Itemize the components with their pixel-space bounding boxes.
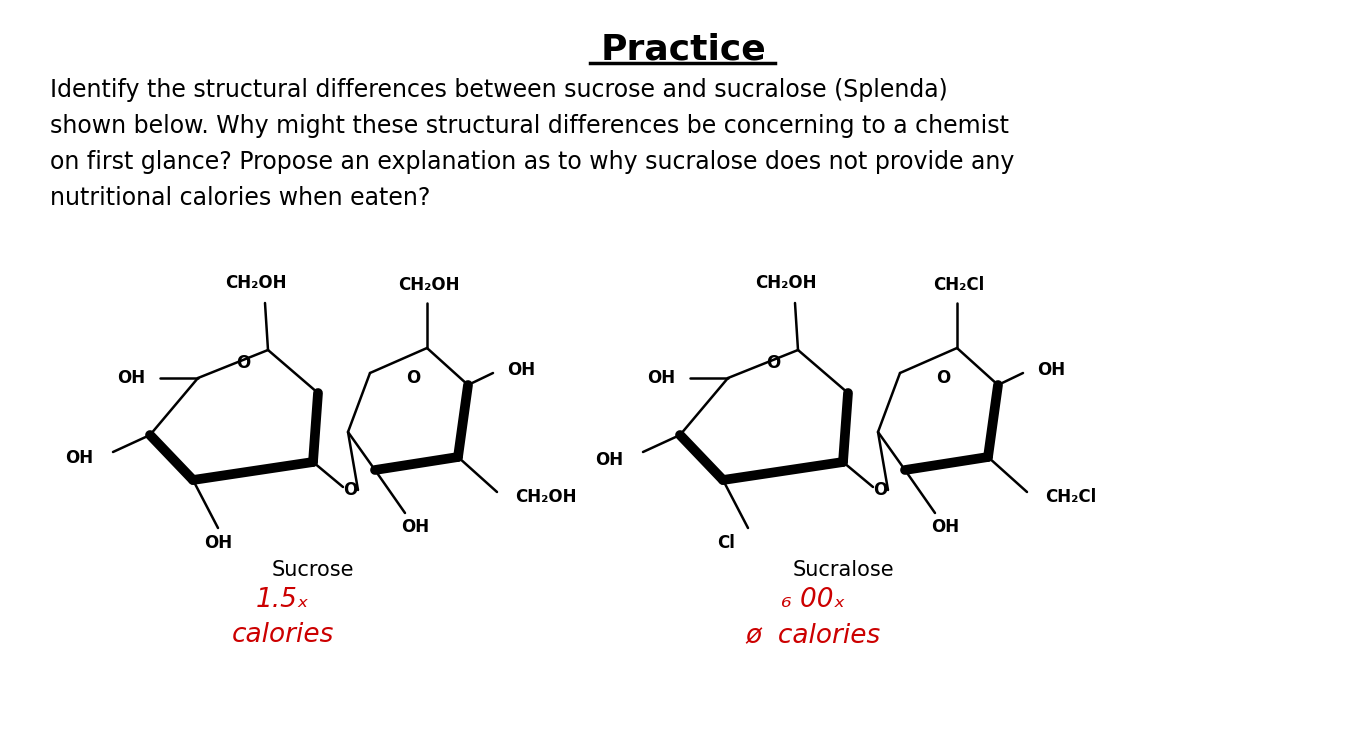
Text: O: O xyxy=(405,369,420,387)
Text: OH: OH xyxy=(66,449,93,467)
Text: ø  calories: ø calories xyxy=(745,622,880,648)
Text: shown below. Why might these structural differences be concerning to a chemist: shown below. Why might these structural … xyxy=(51,114,1009,138)
Text: Sucrose: Sucrose xyxy=(272,560,355,580)
Text: O: O xyxy=(872,481,887,499)
Text: CH₂Cl: CH₂Cl xyxy=(1046,488,1096,506)
Text: CH₂OH: CH₂OH xyxy=(515,488,576,506)
Text: O: O xyxy=(343,481,358,499)
Text: O: O xyxy=(936,369,950,387)
Text: OH: OH xyxy=(647,369,676,387)
Text: OH: OH xyxy=(595,451,622,469)
Text: calories: calories xyxy=(232,622,334,648)
Text: Identify the structural differences between sucrose and sucralose (Splenda): Identify the structural differences betw… xyxy=(51,78,947,102)
Text: Sucralose: Sucralose xyxy=(792,560,894,580)
Text: nutritional calories when eaten?: nutritional calories when eaten? xyxy=(51,186,430,210)
Text: OH: OH xyxy=(1037,361,1065,379)
Text: 1.5ₓ: 1.5ₓ xyxy=(257,587,310,613)
Text: ₆ 00ₓ: ₆ 00ₓ xyxy=(781,587,845,613)
Text: CH₂Cl: CH₂Cl xyxy=(934,276,984,294)
Text: O: O xyxy=(766,354,781,372)
Text: OH: OH xyxy=(203,534,232,552)
Text: Cl: Cl xyxy=(717,534,734,552)
Text: CH₂OH: CH₂OH xyxy=(755,274,816,292)
Text: CH₂OH: CH₂OH xyxy=(225,274,287,292)
Text: OH: OH xyxy=(506,361,535,379)
Text: O: O xyxy=(236,354,250,372)
Text: CH₂OH: CH₂OH xyxy=(399,276,460,294)
Text: on first glance? Propose an explanation as to why sucralose does not provide any: on first glance? Propose an explanation … xyxy=(51,150,1014,174)
Text: Practice: Practice xyxy=(601,32,766,66)
Text: OH: OH xyxy=(117,369,145,387)
Text: OH: OH xyxy=(931,518,960,536)
Text: OH: OH xyxy=(401,518,429,536)
